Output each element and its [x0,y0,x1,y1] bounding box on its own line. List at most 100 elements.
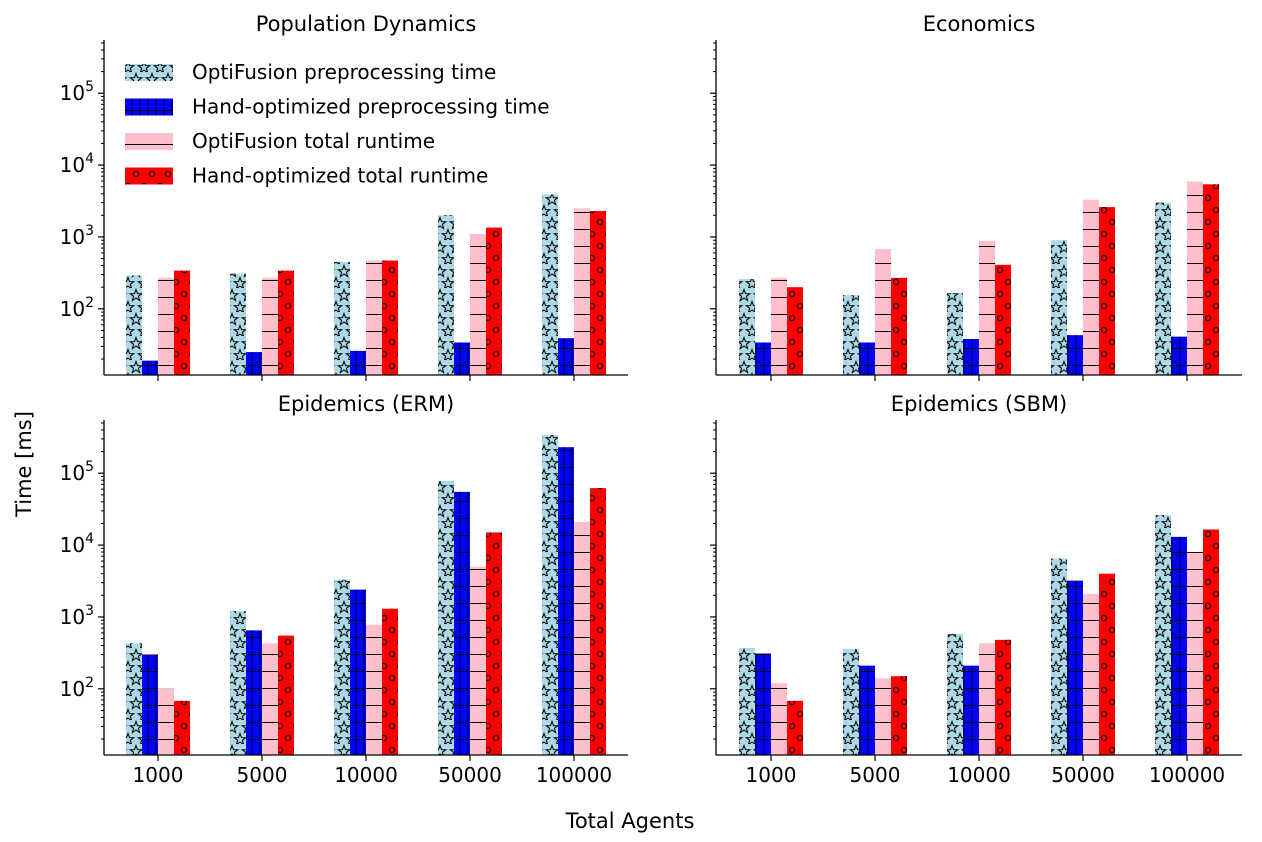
bar-optifusion-preprocessing-time-10000 [947,293,963,375]
panel-epidemics-erm: Epidemics (ERM) 102 103 104 105 1000 5000 10000… [60,392,628,787]
bar-hand-optimized-preprocessing-time-10000 [350,350,366,375]
bar-hand-optimized-total-runtime-10000 [995,639,1011,755]
bar-hand-optimized-preprocessing-time-1000 [755,653,771,755]
bar-optifusion-preprocessing-time-50000 [1051,558,1067,755]
x-tick-label: 1000 [746,763,797,787]
bar-optifusion-preprocessing-time-5000 [843,295,859,375]
bar-optifusion-preprocessing-time-5000 [230,611,246,755]
bar-hand-optimized-total-runtime-10000 [382,608,398,755]
bar-hand-optimized-preprocessing-time-50000 [454,342,470,375]
bar-hand-optimized-total-runtime-100000 [1203,184,1219,375]
bar-optifusion-preprocessing-time-100000 [542,435,558,755]
bar-optifusion-preprocessing-time-100000 [542,194,558,375]
bar-optifusion-total-runtime-100000 [1187,552,1203,755]
bar-optifusion-preprocessing-time-50000 [1051,240,1067,375]
bar-optifusion-preprocessing-time-10000 [334,579,350,755]
bar-optifusion-total-runtime-50000 [1083,593,1099,755]
bar-optifusion-preprocessing-time-5000 [230,273,246,375]
y-tick-label: 102 [60,675,94,701]
panels: Population Dynamics 102 103 104 105 Economics… [60,12,1242,787]
bar-optifusion-total-runtime-5000 [262,643,278,755]
bar-optifusion-total-runtime-1000 [158,688,174,755]
y-tick-label: 104 [60,531,94,557]
x-tick-label: 10000 [334,763,398,787]
bar-optifusion-total-runtime-5000 [875,248,891,375]
bar-optifusion-total-runtime-50000 [1083,199,1099,375]
bar-hand-optimized-preprocessing-time-5000 [859,342,875,375]
panel-epidemics-sbm: Epidemics (SBM) 1000 5000 10000 50000 100000 [710,392,1242,787]
bar-optifusion-preprocessing-time-1000 [739,647,755,755]
panel-population-dynamics: Population Dynamics 102 103 104 105 [60,12,628,381]
bar-hand-optimized-preprocessing-time-1000 [755,342,771,375]
panel-title: Epidemics (ERM) [278,392,455,416]
x-tick-label: 100000 [536,763,612,787]
panel-title: Epidemics (SBM) [891,392,1067,416]
x-tick-label: 50000 [1051,763,1115,787]
y-axis-label: Time [ms] [12,411,36,518]
bar-hand-optimized-preprocessing-time-1000 [142,360,158,375]
bar-hand-optimized-preprocessing-time-5000 [859,665,875,755]
bar-optifusion-preprocessing-time-10000 [947,633,963,755]
bar-optifusion-preprocessing-time-50000 [438,480,454,755]
bar-hand-optimized-preprocessing-time-50000 [454,491,470,755]
bar-hand-optimized-preprocessing-time-100000 [1171,536,1187,755]
bar-hand-optimized-total-runtime-5000 [891,277,907,375]
bar-hand-optimized-preprocessing-time-10000 [963,339,979,375]
y-tick-label: 103 [60,223,94,249]
bar-hand-optimized-total-runtime-100000 [590,210,606,375]
bar-optifusion-preprocessing-time-100000 [1155,515,1171,755]
bar-optifusion-preprocessing-time-1000 [739,278,755,375]
panel-title: Population Dynamics [256,12,477,36]
x-axis-label: Total Agents [565,809,695,833]
bar-optifusion-preprocessing-time-10000 [334,261,350,375]
bar-optifusion-preprocessing-time-50000 [438,215,454,375]
x-tick-label: 10000 [947,763,1011,787]
legend: OptiFusion preprocessing time Hand-optimi… [125,60,550,188]
bar-hand-optimized-total-runtime-5000 [278,635,294,755]
x-tick-label: 5000 [850,763,901,787]
bar-optifusion-total-runtime-10000 [979,643,995,755]
bar-optifusion-total-runtime-100000 [574,521,590,755]
bar-optifusion-total-runtime-10000 [366,624,382,755]
bar-hand-optimized-total-runtime-5000 [278,270,294,375]
legend-entry-hand-optimized-preprocessing-time: Hand-optimized preprocessing time [125,95,550,119]
bar-hand-optimized-total-runtime-50000 [486,227,502,375]
bar-optifusion-total-runtime-5000 [262,277,278,375]
bar-hand-optimized-preprocessing-time-100000 [1171,336,1187,375]
bar-optifusion-total-runtime-5000 [875,678,891,755]
bar-optifusion-total-runtime-10000 [366,260,382,375]
y-tick-label: 103 [60,603,94,629]
bar-hand-optimized-total-runtime-10000 [382,260,398,375]
legend-label: OptiFusion preprocessing time [192,60,496,84]
legend-label: OptiFusion total runtime [192,129,435,153]
bar-hand-optimized-total-runtime-50000 [1099,573,1115,755]
bar-optifusion-total-runtime-1000 [771,683,787,755]
bar-optifusion-preprocessing-time-1000 [126,643,142,755]
legend-entry-optifusion-preprocessing-time: OptiFusion preprocessing time [125,60,496,84]
bar-hand-optimized-preprocessing-time-100000 [558,447,574,755]
bar-hand-optimized-preprocessing-time-50000 [1067,580,1083,755]
bar-hand-optimized-total-runtime-50000 [1099,207,1115,375]
x-tick-label: 100000 [1149,763,1225,787]
x-tick-label: 5000 [237,763,288,787]
bar-hand-optimized-preprocessing-time-1000 [142,654,158,755]
bar-optifusion-total-runtime-10000 [979,240,995,375]
bar-hand-optimized-total-runtime-100000 [590,488,606,755]
y-tick-label: 104 [60,151,94,177]
x-tick-label: 50000 [438,763,502,787]
bar-optifusion-total-runtime-100000 [1187,181,1203,375]
legend-label: Hand-optimized preprocessing time [192,95,550,119]
bar-optifusion-total-runtime-1000 [771,277,787,375]
bar-hand-optimized-preprocessing-time-100000 [558,338,574,375]
bar-hand-optimized-preprocessing-time-10000 [350,589,366,755]
panel-title: Economics [923,12,1036,36]
bar-optifusion-total-runtime-1000 [158,277,174,375]
bar-optifusion-total-runtime-50000 [470,566,486,755]
legend-label: Hand-optimized total runtime [192,164,488,188]
y-tick-label: 105 [60,79,94,105]
bar-hand-optimized-total-runtime-1000 [174,700,190,755]
bar-hand-optimized-preprocessing-time-5000 [246,352,262,375]
legend-entry-hand-optimized-total-runtime: Hand-optimized total runtime [125,164,488,188]
bar-optifusion-total-runtime-50000 [470,233,486,375]
